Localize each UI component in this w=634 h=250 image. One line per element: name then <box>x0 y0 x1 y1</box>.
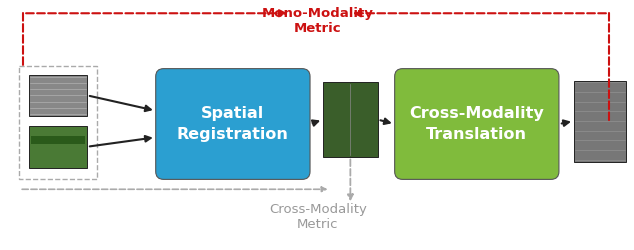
Bar <box>29 126 87 168</box>
Text: Cross-Modality
Translation: Cross-Modality Translation <box>410 106 544 142</box>
Text: Mono-Modality
Metric: Mono-Modality Metric <box>262 7 374 35</box>
FancyBboxPatch shape <box>394 69 559 180</box>
FancyBboxPatch shape <box>156 69 310 180</box>
Bar <box>323 82 378 157</box>
Text: Spatial
Registration: Spatial Registration <box>177 106 289 142</box>
Bar <box>574 80 626 162</box>
Text: Cross-Modality
Metric: Cross-Modality Metric <box>269 203 367 231</box>
Bar <box>29 74 87 116</box>
Bar <box>31 136 85 144</box>
